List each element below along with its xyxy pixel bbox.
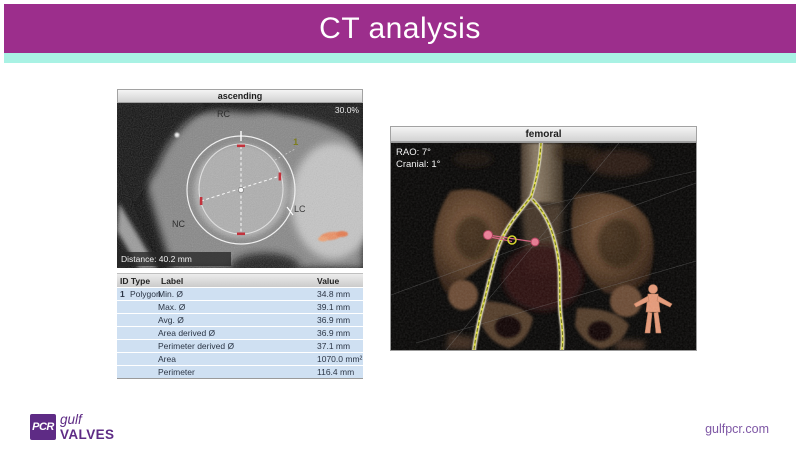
zoom-percent-label: 30.0% (334, 105, 359, 115)
table-row: Perimeter 116.4 mm (117, 365, 363, 378)
row-value: 34.8 mm (317, 289, 351, 299)
row-type: Polygon (130, 289, 161, 299)
femoral-panel-header: femoral (390, 126, 697, 142)
col-header-id-type: ID Type (120, 275, 151, 286)
row-label: Perimeter derived Ø (158, 341, 235, 351)
gulfpcr-link[interactable]: gulfpcr.com (705, 422, 769, 436)
measurement-table: ID Type Label Value 1 Polygon Min. Ø 34.… (117, 273, 363, 379)
cusp-label-rc: RC (217, 109, 230, 119)
row-value: 36.9 mm (317, 315, 351, 325)
cusp-label-lc: LC (294, 204, 306, 214)
pelvis-3d-rendering (391, 143, 696, 350)
pcr-gulf-valves-logo: PCR gulf VALVES (30, 413, 114, 441)
ascending-panel-header: ascending (117, 89, 363, 103)
cusp-label-nc: NC (172, 219, 185, 229)
femoral-panel-title: femoral (525, 128, 562, 140)
rao-angle-label: RAO: 7° (396, 147, 431, 158)
measurement-table-header: ID Type Label Value (117, 273, 363, 287)
logo-wordmark: gulf VALVES (60, 413, 114, 441)
row-value: 1070.0 mm² (317, 354, 363, 364)
table-row: Area derived Ø 36.9 mm (117, 326, 363, 339)
measurement-table-body: 1 Polygon Min. Ø 34.8 mm Max. Ø 39.1 mm … (117, 287, 363, 379)
annotation-number-label: 1 (293, 137, 299, 148)
row-value: 116.4 mm (317, 367, 355, 377)
pcr-logo-box: PCR (30, 414, 56, 440)
annulus-measurement-overlay (186, 131, 296, 245)
femoral-3d-image: RAO: 7° Cranial: 1° (390, 142, 697, 351)
row-label: Area derived Ø (158, 328, 216, 338)
page-title: CT analysis (319, 11, 481, 45)
row-value: 37.1 mm (317, 341, 351, 351)
table-row: 1 Polygon Min. Ø 34.8 mm (117, 287, 363, 300)
row-value: 36.9 mm (317, 328, 351, 338)
col-header-value: Value (317, 275, 340, 286)
row-label: Avg. Ø (158, 315, 184, 325)
title-bar: CT analysis (4, 4, 796, 53)
ascending-panel-title: ascending (217, 91, 263, 101)
logo-valves-text: VALVES (60, 426, 115, 442)
row-label: Perimeter (158, 367, 195, 377)
row-label: Max. Ø (158, 302, 186, 312)
distance-readout: Distance: 40.2 mm (117, 252, 231, 266)
cranial-angle-label: Cranial: 1° (396, 159, 441, 170)
row-value: 39.1 mm (317, 302, 351, 312)
col-header-label: Label (161, 275, 184, 286)
logo-gulf-text: gulf (60, 412, 82, 427)
table-row: Avg. Ø 36.9 mm (117, 313, 363, 326)
row-label: Area (158, 354, 176, 364)
ct-scan-rendering (117, 103, 363, 268)
table-row: Max. Ø 39.1 mm (117, 300, 363, 313)
table-row: Area 1070.0 mm² (117, 352, 363, 365)
ct-axial-image: 30.0% RC NC LC 1 Distance: 40.2 mm (117, 103, 363, 268)
row-id: 1 (120, 289, 125, 299)
row-label: Min. Ø (158, 289, 184, 299)
accent-strip (4, 53, 796, 63)
table-row: Perimeter derived Ø 37.1 mm (117, 339, 363, 352)
